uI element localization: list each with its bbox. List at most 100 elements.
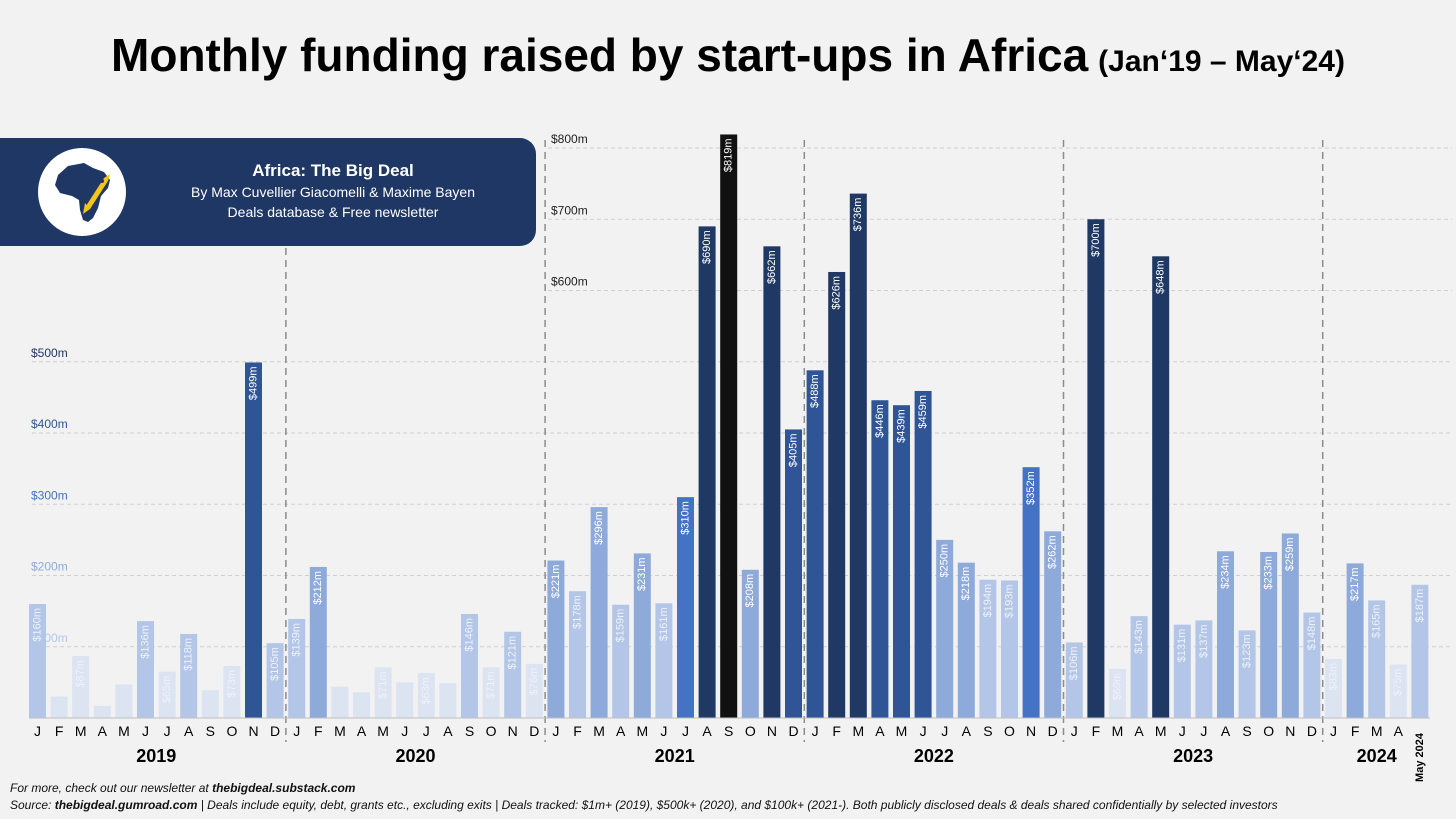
bar-value-label: $146m <box>463 618 475 652</box>
x-month-label: May 2024 <box>1414 732 1426 782</box>
bar-value-label: $136m <box>139 625 151 659</box>
y-tick-label: $700m <box>551 203 588 217</box>
bar <box>1303 612 1321 718</box>
bar <box>677 497 694 718</box>
x-month-label: S <box>1242 723 1251 739</box>
bar <box>201 690 219 718</box>
bar <box>828 271 846 718</box>
bar-value-label: $626m <box>831 276 843 310</box>
x-month-label: J <box>660 723 667 739</box>
bar <box>1065 642 1083 718</box>
bar-value-label: $76m <box>528 668 540 696</box>
bar-value-label: $221m <box>550 565 562 599</box>
x-month-label: A <box>443 723 453 739</box>
bar <box>1325 658 1342 718</box>
bar-value-label: $736m <box>852 198 864 232</box>
bar <box>1044 531 1062 718</box>
x-month-label: J <box>941 723 948 739</box>
bar <box>893 405 910 718</box>
bar <box>331 686 349 718</box>
x-month-label: N <box>1026 723 1036 739</box>
bar <box>461 613 478 718</box>
y-tick-label: $400m <box>31 417 68 431</box>
y-tick-label: $800m <box>551 132 588 146</box>
bar-value-label: $439m <box>895 409 907 443</box>
bar-value-label: $700m <box>1090 223 1102 257</box>
bar-value-label: $87m <box>75 660 87 688</box>
bar-value-label: $193m <box>1003 584 1015 618</box>
y-tick-label: $500m <box>31 346 68 360</box>
bar-value-label: $139m <box>291 623 303 657</box>
bar-value-label: $259m <box>1284 537 1296 571</box>
x-month-label: O <box>1004 723 1015 739</box>
bar-value-label: $250m <box>939 544 951 578</box>
x-month-label: O <box>1263 723 1274 739</box>
x-month-label: F <box>832 723 841 739</box>
x-month-label: S <box>983 723 992 739</box>
banner-links-text[interactable]: Deals database & Free newsletter <box>227 204 439 220</box>
x-month-label: F <box>573 723 582 739</box>
x-month-label: M <box>636 723 648 739</box>
x-month-label: A <box>184 723 194 739</box>
newsletter-link[interactable]: thebigdeal.substack.com <box>212 781 356 795</box>
bar <box>374 667 392 718</box>
x-month-label: J <box>401 723 408 739</box>
bar <box>871 400 889 718</box>
bar-value-label: $296m <box>593 511 605 545</box>
x-month-label: S <box>724 723 733 739</box>
bar-value-label: $662m <box>766 250 778 284</box>
x-month-label: M <box>118 723 130 739</box>
bar <box>806 370 824 718</box>
bar-value-label: $446m <box>874 404 886 438</box>
x-month-label: A <box>1221 723 1231 739</box>
bar-value-label: $63m <box>420 677 432 705</box>
x-year-label: 2021 <box>655 746 695 766</box>
x-month-label: J <box>552 723 559 739</box>
bar <box>396 682 414 718</box>
bar <box>245 362 262 718</box>
x-month-label: A <box>875 723 885 739</box>
bar <box>1281 533 1299 718</box>
bar-value-label: $819m <box>723 138 735 172</box>
bar-value-label: $233m <box>1263 556 1275 590</box>
x-month-label: J <box>164 723 171 739</box>
bar-value-label: $69m <box>1111 673 1123 701</box>
bar <box>914 390 932 718</box>
bar-value-label: $405m <box>787 433 799 467</box>
bar <box>1001 580 1018 718</box>
bar <box>439 683 457 718</box>
bar <box>266 643 284 718</box>
bar-value-label: $106m <box>1068 646 1080 680</box>
bar-value-label: $187m <box>1414 589 1426 623</box>
banner-text: Africa: The Big Deal By Max Cuvellier Gi… <box>150 160 516 222</box>
bar <box>936 539 954 718</box>
x-month-label: O <box>745 723 756 739</box>
x-month-label: J <box>293 723 300 739</box>
bar <box>569 591 586 718</box>
bar <box>72 656 90 718</box>
bar <box>590 507 608 718</box>
x-month-label: F <box>1092 723 1101 739</box>
x-month-label: M <box>334 723 346 739</box>
bar-value-label: $218m <box>960 567 972 601</box>
source-link[interactable]: thebigdeal.gumroad.com <box>54 798 198 812</box>
footer-notes: For more, check out our newsletter at th… <box>10 780 1278 814</box>
bar <box>1087 219 1105 718</box>
brand-banner[interactable]: Africa: The Big Deal By Max Cuvellier Gi… <box>0 138 536 246</box>
x-month-label: N <box>767 723 777 739</box>
bar <box>1260 551 1278 718</box>
x-month-label: D <box>529 723 539 739</box>
x-month-label: S <box>465 723 474 739</box>
bar-value-label: $262m <box>1047 535 1059 569</box>
x-month-label: M <box>1371 723 1383 739</box>
bar <box>353 692 370 718</box>
bar <box>50 696 68 718</box>
bar <box>957 562 975 718</box>
footer-line-newsletter: For more, check out our newsletter at th… <box>10 780 1278 797</box>
bar-value-label: $499m <box>247 366 259 400</box>
x-month-label: A <box>98 723 108 739</box>
x-year-label: 2024 <box>1357 746 1397 766</box>
bar <box>1411 584 1429 718</box>
bar-value-label: $159m <box>615 609 627 643</box>
